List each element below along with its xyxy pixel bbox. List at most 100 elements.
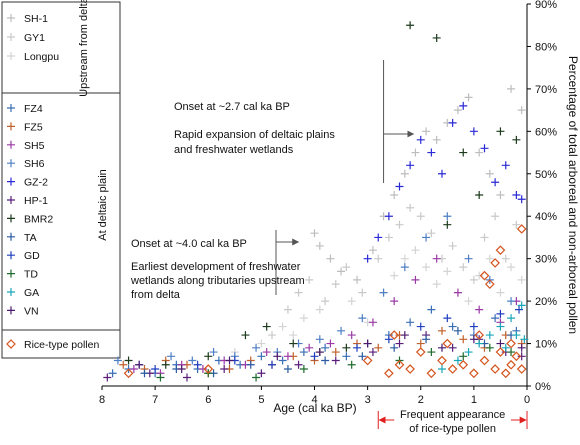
y-tick-label: 80% [535,41,557,53]
data-point [123,368,134,379]
data-point [395,220,404,229]
data-point [422,263,431,272]
data-point [384,212,393,221]
data-point [384,233,393,242]
data-point [390,271,399,280]
data-point [262,322,271,331]
data-point [326,254,335,263]
series-rice-type-pollen [123,224,527,379]
data-point [358,352,367,361]
data-point [283,365,292,374]
data-point [500,368,511,379]
data-point [495,347,506,357]
onset-2-7-text: Onset at ~2.7 cal ka BP [174,101,290,113]
data-point [406,318,415,327]
legend-group-upstream-1: Upstream from delta [78,0,90,97]
series-fz4 [108,305,521,378]
data-point [374,343,383,352]
data-point [469,322,478,331]
data-point [363,339,372,348]
data-point [517,352,526,361]
legend-label: GD [24,250,40,262]
series-gy1 [268,203,521,340]
y-tick-label: 60% [535,126,557,138]
data-point [432,135,441,144]
data-point [278,356,287,365]
data-point [299,314,308,323]
data-point [458,359,469,370]
data-point [491,314,500,323]
data-point [268,360,276,369]
y-tick-label: 70% [535,84,557,96]
data-point [495,245,506,256]
legend-label: GA [24,287,39,299]
x-tick-label: 8 [99,394,105,406]
data-point [305,275,314,284]
data-point [374,254,383,263]
legend-label: HP-1 [24,195,48,207]
data-point [257,339,266,348]
data-point [268,331,276,340]
legend-marker [7,288,15,296]
data-point [507,297,516,306]
legend-item-fz4: FZ4 [7,103,43,115]
data-point [501,343,510,352]
data-point [405,364,415,374]
data-point [448,322,457,331]
x-tick-label: 2 [418,394,424,406]
data-point [438,343,446,352]
data-point [203,364,214,374]
data-point [140,369,149,378]
series-td [156,343,516,382]
legend-label: Rice-type pollen [24,339,99,351]
data-point [416,212,425,221]
data-point [427,148,436,157]
data-point [252,373,261,382]
legend-marker [7,122,15,131]
data-point [517,301,526,310]
legend-label: FZ4 [24,103,43,115]
data-point [464,297,473,306]
data-point [384,368,394,379]
data-point [241,331,250,340]
data-point [299,365,308,374]
legend-marker [7,159,15,168]
data-point [257,352,266,361]
data-point [257,369,266,378]
data-point [113,356,122,365]
data-point [315,335,324,344]
data-point [516,224,527,234]
onset-2-7-text: and freshwater wetlands [174,144,294,156]
legend-box [1,1,121,359]
legend-marker [7,14,15,22]
data-point [484,279,495,289]
data-point [469,275,478,284]
data-point [368,246,377,255]
onset-4-0-text: wetlands along tributaries upstream [130,275,305,287]
data-point [342,352,351,361]
data-point [209,348,218,357]
data-point [459,148,468,157]
data-point [427,305,436,314]
data-point [310,352,319,361]
legend-marker [7,104,15,112]
series-ta [140,326,516,378]
legend-item-sh5: SH5 [7,140,45,152]
rice-range-text: Frequent appearance [400,409,505,421]
data-point [389,330,400,340]
data-point [480,144,489,153]
legend-marker [7,306,15,315]
data-point [353,275,361,284]
legend-item-longpu: Longpu [7,51,59,63]
data-point [432,33,441,42]
data-point [353,343,361,352]
data-point [416,135,425,144]
legend-marker [7,232,15,241]
data-point [512,331,521,340]
legend-item-gz-2: GZ-2 [7,177,48,189]
series-hp-1 [103,331,526,382]
data-point [475,305,484,314]
data-point [496,339,505,348]
data-point [490,258,500,268]
